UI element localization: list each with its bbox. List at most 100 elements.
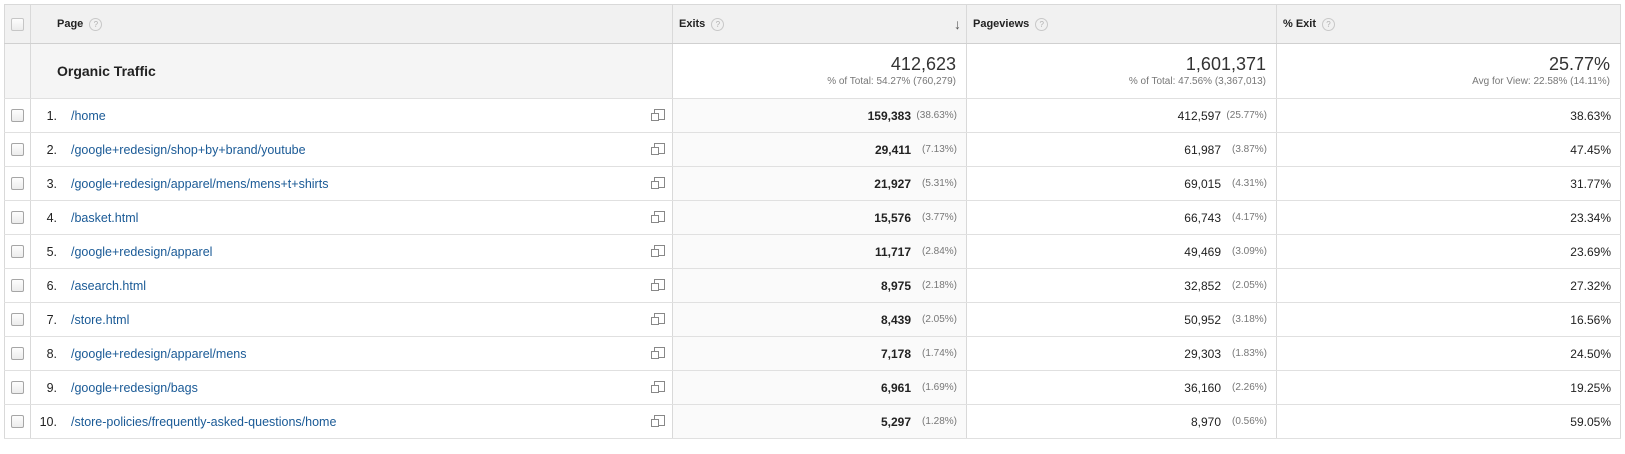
column-header-page: Page ? xyxy=(31,5,673,43)
report-table: Page ? Exits ? ↓ Pageviews ? % Exit ? Or… xyxy=(4,4,1621,439)
open-page-icon[interactable] xyxy=(651,177,665,189)
row-checkbox[interactable] xyxy=(11,347,24,360)
row-checkbox[interactable] xyxy=(11,211,24,224)
page-cell: 6. /asearch.html xyxy=(31,269,673,302)
exits-cell: 11,717 (2.84%) xyxy=(673,235,967,268)
row-checkbox[interactable] xyxy=(11,415,24,428)
exits-cell: 29,411 (7.13%) xyxy=(673,133,967,166)
page-link[interactable]: /google+redesign/apparel xyxy=(71,244,213,259)
column-header-pct-exit-label[interactable]: % Exit xyxy=(1283,18,1317,30)
exits-value: 21,927 xyxy=(874,176,911,191)
pct-exit-cell: 16.56% xyxy=(1277,303,1621,336)
open-page-icon[interactable] xyxy=(651,381,665,393)
pct-exit-value: 23.69% xyxy=(1570,244,1611,259)
pageviews-percent: (0.56%) xyxy=(1231,416,1267,427)
row-checkbox[interactable] xyxy=(11,245,24,258)
page-link[interactable]: /basket.html xyxy=(71,210,139,225)
select-all-checkbox[interactable] xyxy=(11,17,24,31)
table-row: 2. /google+redesign/shop+by+brand/youtub… xyxy=(4,133,1621,167)
pct-exit-value: 47.45% xyxy=(1570,142,1611,157)
totals-exits-sub: % of Total: 54.27% (760,279) xyxy=(827,76,956,87)
pageviews-value: 32,852 xyxy=(1184,278,1221,293)
page-link[interactable]: /google+redesign/shop+by+brand/youtube xyxy=(71,142,306,157)
page-link[interactable]: /google+redesign/apparel/mens xyxy=(71,346,247,361)
exits-value: 8,975 xyxy=(880,278,911,293)
sort-descending-icon[interactable]: ↓ xyxy=(954,16,961,32)
exits-percent: (5.31%) xyxy=(921,178,957,189)
open-page-icon[interactable] xyxy=(651,143,665,155)
pageviews-percent: (2.05%) xyxy=(1231,280,1267,291)
page-link[interactable]: /store.html xyxy=(71,312,130,327)
open-page-icon[interactable] xyxy=(651,245,665,257)
pageviews-value: 49,469 xyxy=(1184,244,1221,259)
pageviews-value: 412,597 xyxy=(1177,108,1221,123)
column-header-pct-exit[interactable]: % Exit ? xyxy=(1277,5,1621,43)
pct-exit-value: 23.34% xyxy=(1570,210,1611,225)
exits-cell: 6,961 (1.69%) xyxy=(673,371,967,404)
pct-exit-cell: 47.45% xyxy=(1277,133,1621,166)
row-checkbox-cell xyxy=(4,303,31,336)
pct-exit-value: 19.25% xyxy=(1570,380,1611,395)
row-checkbox[interactable] xyxy=(11,279,24,292)
open-page-icon[interactable] xyxy=(651,313,665,325)
page-link[interactable]: /asearch.html xyxy=(71,278,147,293)
table-row: 10. /store-policies/frequently-asked-que… xyxy=(4,405,1621,439)
pageviews-percent: (4.31%) xyxy=(1231,178,1267,189)
page-link[interactable]: /google+redesign/bags xyxy=(71,380,198,395)
row-checkbox[interactable] xyxy=(11,109,24,122)
pageviews-value: 29,303 xyxy=(1184,346,1221,361)
pct-exit-cell: 19.25% xyxy=(1277,371,1621,404)
page-link[interactable]: /home xyxy=(71,108,106,123)
exits-cell: 8,975 (2.18%) xyxy=(673,269,967,302)
column-header-pageviews-label[interactable]: Pageviews xyxy=(973,18,1030,30)
table-row: 5. /google+redesign/apparel 11,717 (2.84… xyxy=(4,235,1621,269)
row-checkbox[interactable] xyxy=(11,313,24,326)
totals-pct-exit-sub: Avg for View: 22.58% (14.11%) xyxy=(1472,76,1610,87)
help-icon[interactable]: ? xyxy=(1322,17,1336,31)
row-checkbox[interactable] xyxy=(11,143,24,156)
pct-exit-value: 31.77% xyxy=(1570,176,1611,191)
column-header-exits[interactable]: Exits ? ↓ xyxy=(673,5,967,43)
pageviews-value: 69,015 xyxy=(1184,176,1221,191)
pageviews-cell: 29,303 (1.83%) xyxy=(967,337,1277,370)
page-cell: 9. /google+redesign/bags xyxy=(31,371,673,404)
help-icon[interactable]: ? xyxy=(711,17,725,31)
row-checkbox[interactable] xyxy=(11,177,24,190)
pageviews-cell: 32,852 (2.05%) xyxy=(967,269,1277,302)
open-page-icon[interactable] xyxy=(651,279,665,291)
exits-percent: (38.63%) xyxy=(916,110,957,121)
exits-value: 11,717 xyxy=(874,244,911,259)
row-index: 6. xyxy=(46,278,57,293)
exits-cell: 15,576 (3.77%) xyxy=(673,201,967,234)
column-header-pageviews[interactable]: Pageviews ? xyxy=(967,5,1277,43)
page-cell: 1. /home xyxy=(31,99,673,132)
open-page-icon[interactable] xyxy=(651,109,665,121)
page-link[interactable]: /store-policies/frequently-asked-questio… xyxy=(71,414,337,429)
help-icon[interactable]: ? xyxy=(1035,17,1049,31)
totals-checkbox-cell xyxy=(4,44,31,98)
row-checkbox-cell xyxy=(4,201,31,234)
open-page-icon[interactable] xyxy=(651,347,665,359)
page-link[interactable]: /google+redesign/apparel/mens/mens+t+shi… xyxy=(71,176,329,191)
pct-exit-cell: 59.05% xyxy=(1277,405,1621,438)
open-page-icon[interactable] xyxy=(651,415,665,427)
help-icon[interactable]: ? xyxy=(89,17,103,31)
pageviews-value: 36,160 xyxy=(1184,380,1221,395)
pageviews-value: 8,970 xyxy=(1190,414,1221,429)
exits-percent: (1.74%) xyxy=(921,348,957,359)
pct-exit-cell: 27.32% xyxy=(1277,269,1621,302)
pageviews-cell: 61,987 (3.87%) xyxy=(967,133,1277,166)
totals-pageviews-value: 1,601,371 xyxy=(1185,54,1266,74)
table-row: 6. /asearch.html 8,975 (2.18%) 32,852 (2… xyxy=(4,269,1621,303)
exits-cell: 5,297 (1.28%) xyxy=(673,405,967,438)
pct-exit-cell: 23.69% xyxy=(1277,235,1621,268)
row-checkbox[interactable] xyxy=(11,381,24,394)
exits-value: 5,297 xyxy=(880,414,911,429)
exits-value: 6,961 xyxy=(880,380,911,395)
column-header-exits-label[interactable]: Exits xyxy=(679,18,706,30)
page-cell: 3. /google+redesign/apparel/mens/mens+t+… xyxy=(31,167,673,200)
open-page-icon[interactable] xyxy=(651,211,665,223)
pct-exit-cell: 23.34% xyxy=(1277,201,1621,234)
pageviews-cell: 412,597 (25.77%) xyxy=(967,99,1277,132)
column-header-page-label: Page xyxy=(57,18,84,30)
